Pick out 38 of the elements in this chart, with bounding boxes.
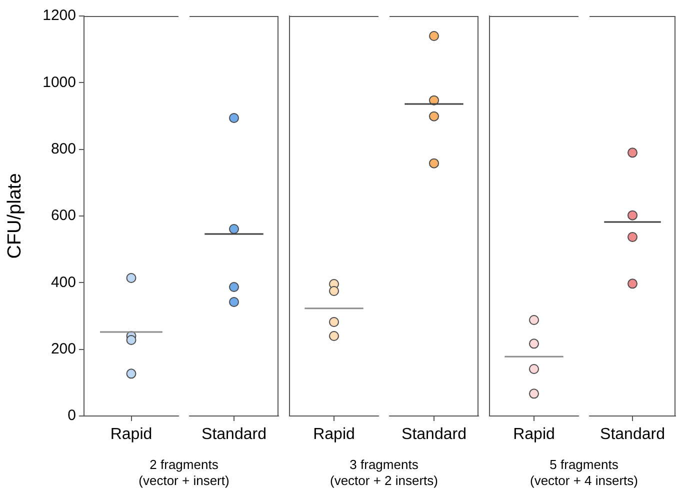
point: [429, 31, 439, 41]
point: [229, 297, 239, 307]
x-tick-label: Rapid: [110, 426, 152, 444]
point: [329, 331, 339, 341]
y-tick-label: 800: [50, 140, 76, 158]
point: [529, 388, 539, 399]
point: [529, 364, 539, 374]
point: [529, 338, 539, 349]
point: [628, 278, 638, 289]
point: [628, 232, 638, 242]
x-tick-label: Rapid: [513, 426, 555, 444]
point: [628, 210, 638, 220]
y-tick-label: 1000: [42, 74, 76, 91]
x-tick-label: Rapid: [313, 426, 355, 444]
x-axis-title: 2 fragments (vector + insert): [138, 457, 230, 489]
point: [429, 111, 439, 122]
y-tick-label: 600: [50, 207, 76, 224]
point: [529, 315, 539, 325]
y-tick-label: 200: [50, 340, 76, 358]
x-axis-title: 5 fragments (vector + 4 inserts): [528, 457, 639, 489]
y-tick-label: 1200: [42, 7, 76, 24]
point: [229, 113, 239, 123]
x-tick-label: Standard: [202, 426, 266, 444]
x-tick-label: Standard: [402, 426, 466, 444]
point: [229, 282, 239, 292]
point: [329, 286, 339, 296]
point: [429, 158, 439, 168]
y-tick-label: 0: [68, 407, 76, 424]
point: [126, 335, 136, 345]
point: [329, 317, 339, 327]
x-axis-title: 3 fragments (vector + 2 inserts): [328, 457, 439, 489]
point: [229, 224, 239, 234]
y-tick-label: 400: [50, 274, 76, 291]
x-tick-label: Standard: [600, 426, 665, 444]
point: [628, 148, 638, 158]
point: [126, 273, 136, 283]
y-axis-title: CFU/plate: [4, 173, 26, 259]
point: [126, 368, 136, 379]
